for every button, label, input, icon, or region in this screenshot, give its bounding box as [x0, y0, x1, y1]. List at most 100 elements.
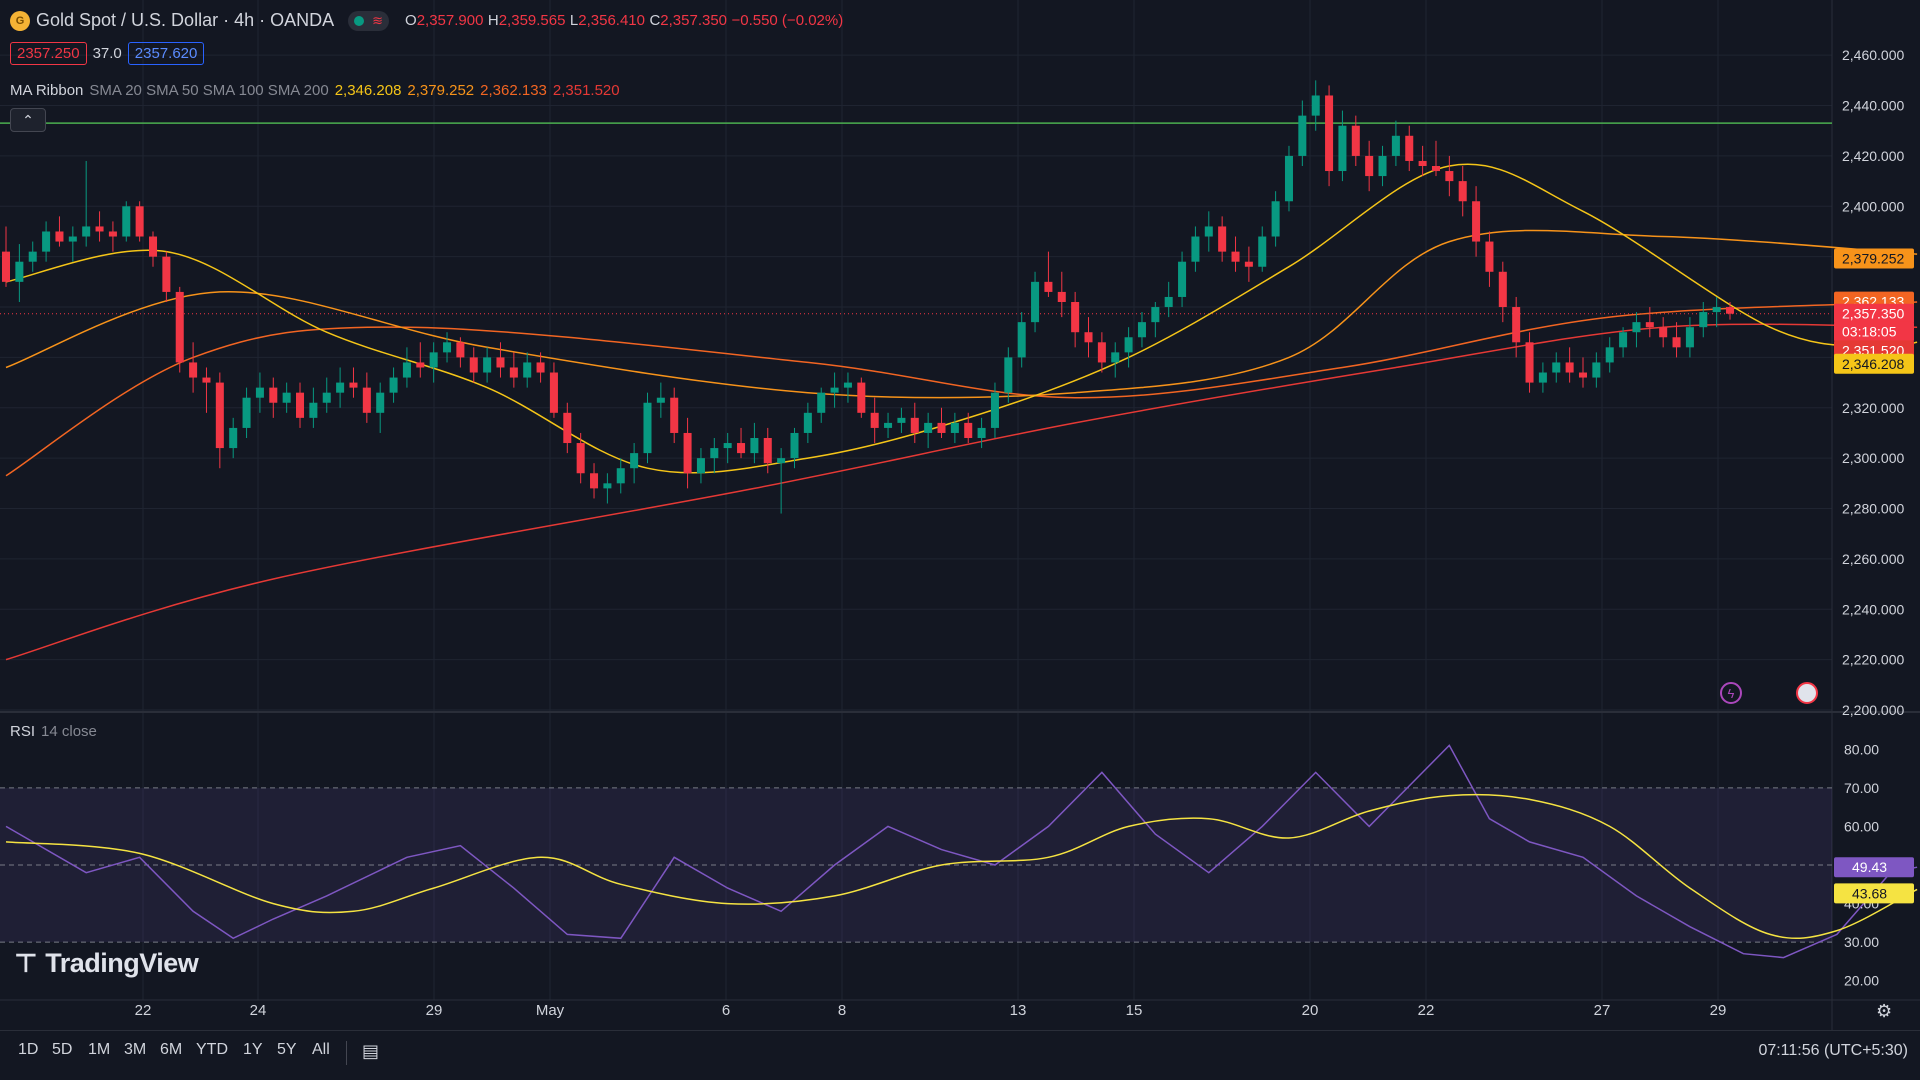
candle-body: [1178, 261, 1187, 297]
candle-body: [496, 357, 505, 368]
tf-6m[interactable]: 6M: [160, 1041, 183, 1058]
candle-body: [1204, 226, 1213, 237]
candle-body: [162, 256, 171, 292]
candle-body: [1525, 342, 1534, 383]
open-value: 2,357.900: [416, 11, 484, 29]
rsi-tick-label: 70.00: [1844, 780, 1879, 796]
clock[interactable]: 07:11:56 (UTC+5:30): [1758, 1042, 1908, 1059]
candle-body: [683, 432, 692, 474]
candle-body: [897, 417, 906, 423]
candle-body: [1191, 236, 1200, 262]
candle-body: [1725, 307, 1735, 314]
low-value: 2,356.410: [578, 11, 645, 29]
candle-body: [576, 443, 585, 474]
tf-5y[interactable]: 5Y: [277, 1041, 297, 1058]
candle-body: [630, 453, 639, 469]
candle-body: [1311, 95, 1320, 116]
candle-body: [977, 427, 986, 438]
candle-body: [1244, 261, 1253, 267]
candle-body: [1017, 322, 1026, 358]
sma20-badge: 2,346.208: [1842, 356, 1904, 372]
high-value: 2,359.565: [498, 11, 566, 29]
candle-body: [349, 382, 358, 388]
candle-body: [242, 397, 251, 428]
rsi-tick-label: 80.00: [1844, 741, 1879, 757]
candle-body: [82, 226, 91, 237]
candle-body: [509, 367, 518, 378]
candle-body: [68, 236, 77, 242]
buy-button[interactable]: 2357.620: [127, 42, 205, 65]
candle-body: [376, 392, 385, 413]
rsi-badge: 49.43: [1852, 859, 1887, 875]
price-tick-label: 2,220.000: [1842, 652, 1904, 668]
candle-body: [817, 392, 826, 413]
calendar-range-icon[interactable]: ▤: [362, 1041, 380, 1061]
candle-body: [523, 362, 532, 378]
price-tick-label: 2,280.000: [1842, 501, 1904, 517]
candle-body: [1071, 302, 1080, 333]
candle-body: [1685, 327, 1694, 348]
candle-body: [148, 236, 158, 257]
candle-body: [710, 448, 719, 459]
candle-body: [1391, 135, 1400, 156]
time-axis-label: 13: [1010, 1002, 1027, 1019]
price-badge-bg: [1834, 303, 1914, 324]
change-value: −0.550 (−0.02%): [731, 11, 844, 29]
countdown-badge: 03:18:05: [1842, 324, 1897, 340]
time-axis-label: 6: [722, 1002, 730, 1019]
candle-body: [362, 387, 371, 413]
price-tick-label: 2,200.000: [1842, 702, 1904, 718]
candle-body: [549, 372, 558, 413]
tf-1d[interactable]: 1D: [18, 1041, 39, 1058]
time-axis-label: 29: [1710, 1002, 1727, 1019]
candle-body: [1057, 291, 1066, 302]
lightning-icon[interactable]: ϟ: [1720, 682, 1742, 704]
ma-ribbon-legend[interactable]: MA Ribbon SMA 20 SMA 50 SMA 100 SMA 200 …: [10, 82, 620, 99]
candle-body: [322, 392, 331, 403]
sma50-line: [5, 229, 1918, 399]
us-flag-icon[interactable]: [1796, 682, 1818, 704]
candle-body: [990, 392, 999, 428]
market-status-toggle[interactable]: ≋: [348, 10, 390, 31]
tf-1y[interactable]: 1Y: [243, 1041, 263, 1058]
tf-1m[interactable]: 1M: [88, 1041, 111, 1058]
symbol-title[interactable]: Gold Spot / U.S. Dollar · 4h · OANDA: [36, 10, 335, 30]
candle-body: [309, 402, 318, 418]
sell-button[interactable]: 2357.250: [10, 42, 87, 65]
candle-body: [884, 422, 893, 428]
candle-body: [1271, 201, 1280, 237]
tf-5d[interactable]: 5D: [52, 1041, 73, 1058]
candle-body: [1137, 322, 1146, 338]
price-tick-label: 2,420.000: [1842, 148, 1904, 164]
candle-body: [723, 443, 732, 449]
time-axis-label: 27: [1594, 1002, 1611, 1019]
rsi-legend[interactable]: RSI 14 close: [10, 723, 97, 740]
candle-body: [1552, 362, 1561, 373]
candle-body: [202, 377, 211, 383]
sma100-value: 2,362.133: [480, 82, 547, 99]
candle-body: [1004, 357, 1013, 393]
tf-3m[interactable]: 3M: [124, 1041, 147, 1058]
price-tick-label: 2,240.000: [1842, 601, 1904, 617]
candle-body: [28, 251, 37, 262]
candle-body: [750, 438, 759, 454]
rsi-line: [5, 744, 1918, 959]
candle-body: [737, 443, 746, 454]
candle-body: [389, 377, 398, 393]
tf-ytd[interactable]: YTD: [196, 1041, 228, 1058]
collapse-legend-button[interactable]: ⌃: [10, 108, 46, 132]
candle-body: [790, 432, 799, 459]
rsi-tick-label: 30.00: [1844, 934, 1879, 950]
close-value: 2,357.350: [660, 11, 728, 29]
candle-body: [296, 392, 305, 418]
candle-body: [1565, 362, 1574, 373]
candle-body: [1351, 125, 1360, 156]
rsi-badge-bg: [1834, 857, 1914, 878]
candle-body: [670, 397, 679, 433]
candle-body: [229, 427, 238, 449]
candle-body: [563, 412, 572, 444]
tf-all[interactable]: All: [312, 1041, 330, 1058]
candle-body: [1659, 327, 1668, 338]
settings-gear-icon: ⚙: [1876, 1001, 1892, 1021]
